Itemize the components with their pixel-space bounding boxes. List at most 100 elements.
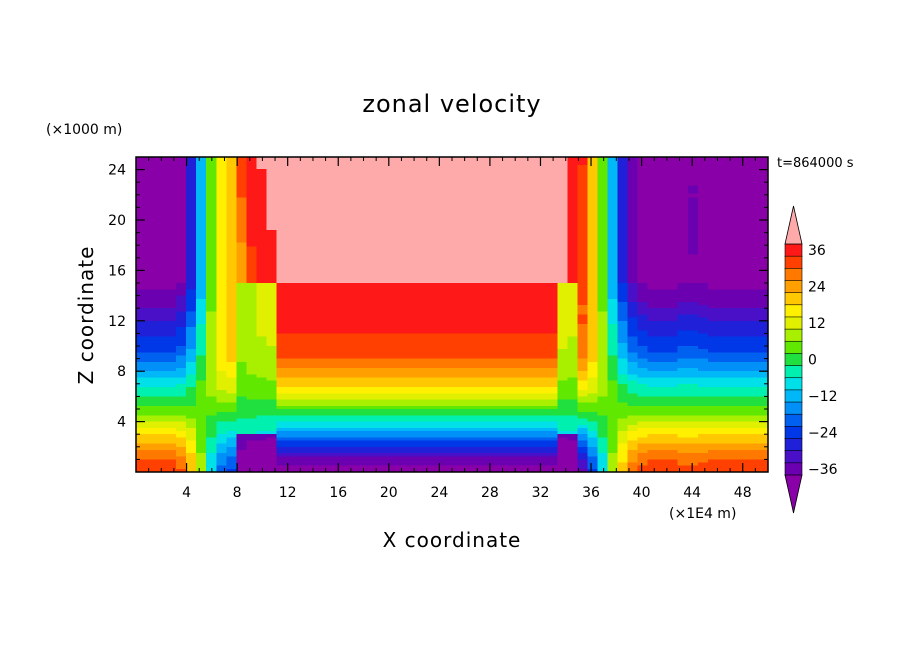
contour-cell	[607, 193, 619, 199]
contour-cell	[607, 278, 619, 284]
contour-cell	[537, 230, 548, 235]
contour-cell	[697, 308, 709, 312]
contour-cell	[176, 266, 187, 272]
contour-cell	[216, 213, 227, 219]
contour-cell	[386, 317, 398, 322]
contour-cell	[677, 185, 689, 191]
contour-cell	[436, 246, 448, 252]
contour-cell	[206, 165, 217, 170]
contour-cell	[557, 165, 568, 170]
contour-cell	[256, 292, 268, 297]
contour-cell	[537, 323, 548, 328]
contour-cell	[386, 270, 398, 276]
contour-cell	[356, 193, 368, 199]
contour-cell	[757, 177, 769, 182]
contour-cell	[567, 418, 578, 423]
contour-cell	[497, 371, 508, 375]
contour-cell	[376, 230, 388, 235]
contour-cell	[416, 173, 428, 178]
contour-cell	[326, 238, 338, 243]
contour-cell	[336, 157, 348, 162]
contour-cell	[557, 270, 568, 276]
contour-cell	[467, 222, 478, 227]
contour-cell	[537, 358, 548, 363]
contour-cell	[597, 213, 609, 219]
contour-cell	[537, 314, 548, 319]
contour-cell	[206, 242, 217, 248]
contour-cell	[457, 181, 468, 187]
contour-cell	[637, 317, 649, 322]
contour-cell	[597, 368, 609, 372]
contour-cell	[376, 157, 388, 162]
contour-cell	[537, 289, 548, 294]
contour-cell	[607, 234, 619, 239]
contour-cell	[276, 427, 288, 432]
contour-cell	[286, 380, 298, 385]
contour-cell	[667, 266, 679, 272]
contour-cell	[446, 209, 458, 215]
contour-cell	[647, 289, 659, 294]
contour-cell	[376, 177, 388, 182]
contour-cell	[757, 266, 769, 272]
contour-cell	[577, 286, 589, 290]
contour-cell	[156, 295, 167, 300]
contour-cell	[677, 242, 689, 248]
contour-cell	[567, 274, 578, 280]
contour-cell	[577, 405, 589, 410]
contour-cell	[426, 222, 438, 227]
contour-cell	[136, 177, 147, 182]
contour-cell	[406, 161, 418, 166]
contour-cell	[196, 405, 207, 410]
contour-cell	[176, 323, 187, 328]
contour-cell	[316, 234, 328, 239]
contour-cell	[647, 361, 659, 366]
contour-cell	[236, 286, 247, 290]
contour-cell	[226, 314, 237, 319]
contour-cell	[246, 339, 257, 344]
contour-cell	[457, 355, 468, 360]
contour-cell	[166, 161, 177, 166]
contour-cell	[226, 266, 237, 272]
contour-cell	[426, 377, 438, 382]
contour-cell	[567, 177, 578, 182]
contour-cell	[757, 258, 769, 264]
contour-cell	[226, 418, 237, 423]
contour-cell	[527, 226, 538, 231]
contour-cell	[386, 415, 398, 420]
contour-cell	[186, 262, 197, 268]
contour-cell	[336, 349, 348, 353]
contour-cell	[316, 222, 328, 227]
contour-cell	[627, 185, 639, 191]
contour-cell	[747, 431, 759, 435]
contour-cell	[687, 258, 699, 264]
contour-cell	[557, 161, 568, 166]
contour-cell	[457, 254, 468, 260]
contour-cell	[176, 161, 187, 166]
contour-cell	[477, 311, 488, 316]
contour-cell	[326, 217, 338, 223]
contour-cell	[637, 352, 649, 357]
contour-cell	[637, 418, 649, 423]
contour-cell	[416, 320, 428, 325]
contour-cell	[326, 399, 338, 404]
contour-cell	[457, 412, 468, 416]
contour-cell	[527, 333, 538, 338]
contour-cell	[436, 342, 448, 347]
contour-cell	[306, 274, 318, 280]
contour-cell	[577, 311, 589, 316]
contour-cell	[416, 339, 428, 344]
contour-cell	[276, 209, 288, 215]
contour-cell	[326, 201, 338, 207]
contour-cell	[186, 270, 197, 276]
contour-cell	[186, 278, 197, 284]
contour-cell	[446, 193, 458, 199]
contour-cell	[196, 173, 207, 178]
contour-cell	[236, 226, 247, 231]
contour-cell	[737, 258, 749, 264]
contour-cell	[687, 157, 699, 162]
contour-cell	[747, 364, 759, 369]
contour-cell	[667, 327, 679, 331]
contour-cell	[487, 169, 498, 174]
contour-cell	[737, 402, 749, 407]
contour-cell	[306, 305, 318, 309]
